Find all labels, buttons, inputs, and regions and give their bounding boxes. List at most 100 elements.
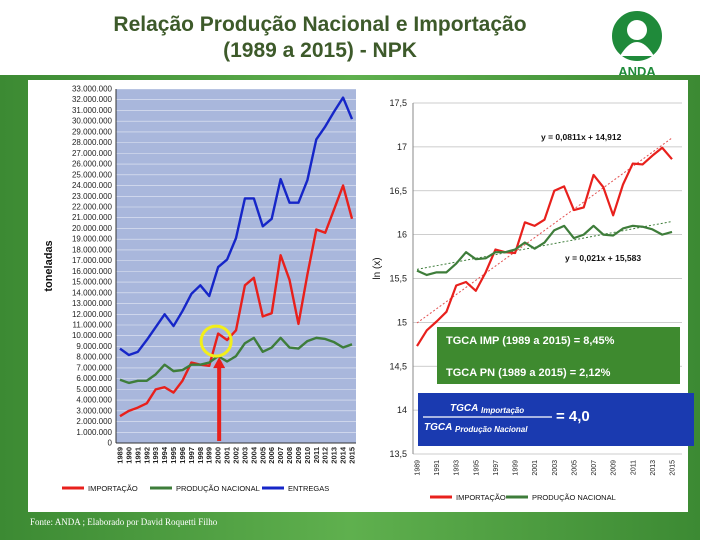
left-y-tick-label: 33.000.000	[72, 85, 113, 94]
ratio-num-sub: Importação	[481, 406, 524, 415]
left-x-tick-label: 2001	[223, 447, 232, 464]
trendline-label-producao: y = 0,021x + 15,583	[565, 253, 641, 263]
left-y-tick-label: 30.000.000	[72, 117, 113, 126]
left-series-producao-nacional	[119, 336, 353, 385]
right-series-producao-nacional	[416, 224, 673, 277]
left-y-tick-label: 15.000.000	[72, 278, 113, 287]
left-y-tick-label: 19.000.000	[72, 235, 113, 244]
left-series-entregas	[119, 96, 354, 357]
left-y-tick-label: 29.000.000	[72, 127, 113, 136]
left-y-tick-label: 17.000.000	[72, 256, 113, 265]
left-x-tick-label: 1999	[205, 447, 214, 464]
left-y-tick-label: 18.000.000	[72, 245, 113, 254]
left-y-tick-label: 16.000.000	[72, 267, 113, 276]
left-y-axis-label: toneladas	[43, 240, 55, 291]
right-y-axis-label: ln (x)	[372, 257, 383, 279]
left-x-tick-label: 2013	[330, 447, 339, 464]
left-legend-label: IMPORTAÇÃO	[88, 484, 138, 493]
left-y-tick-label: 7.000.000	[76, 363, 112, 372]
right-y-tick-label: 15	[397, 317, 407, 327]
left-x-tick-label: 2005	[258, 447, 267, 464]
left-x-tick-label: 2000	[214, 447, 223, 464]
left-x-tick-label: 2009	[294, 447, 303, 464]
left-y-tick-label: 2.000.000	[76, 417, 112, 426]
left-y-tick-label: 13.000.000	[72, 299, 113, 308]
left-y-tick-label: 3.000.000	[76, 406, 112, 415]
left-x-tick-label: 1997	[187, 447, 196, 464]
left-y-tick-label: 24.000.000	[72, 181, 113, 190]
left-x-tick-label: 1991	[133, 447, 142, 464]
left-x-tick-label: 2015	[348, 447, 357, 464]
source-footer: Fonte: ANDA ; Elaborado por David Roquet…	[30, 517, 218, 527]
right-x-tick-label: 2001	[532, 460, 539, 476]
header-band	[0, 0, 700, 75]
page-title: Relação Produção Nacional e Importação (…	[40, 12, 600, 64]
ratio-num-main: TGCA	[450, 403, 478, 414]
tgca-box	[437, 327, 680, 384]
left-y-tick-label: 26.000.000	[72, 160, 113, 169]
ratio-result: = 4,0	[556, 408, 590, 425]
right-x-tick-label: 1989	[415, 460, 422, 476]
left-x-tick-label: 1992	[142, 447, 151, 464]
right-x-tick-label: 1999	[513, 460, 520, 476]
left-y-tick-label: 4.000.000	[76, 396, 112, 405]
left-legend-label: PRODUÇÃO NACIONAL	[176, 484, 260, 493]
title-line-2: (1989 a 2015) - NPK	[223, 39, 417, 62]
right-x-tick-label: 1997	[493, 460, 500, 476]
left-y-tick-label: 32.000.000	[72, 95, 113, 104]
right-y-tick-label: 14	[397, 405, 407, 415]
left-y-tick-label: 6.000.000	[76, 374, 112, 383]
right-y-tick-label: 13,5	[389, 449, 407, 459]
left-series-importacao	[119, 184, 354, 418]
left-x-tick-label: 2003	[240, 447, 249, 464]
left-legend-label: ENTREGAS	[288, 484, 329, 493]
left-plot-area	[116, 89, 356, 443]
left-x-tick-label: 2014	[339, 446, 348, 464]
left-y-tick-label: 8.000.000	[76, 353, 112, 362]
left-x-tick-label: 1996	[178, 447, 187, 464]
ratio-den-main: TGCA	[424, 422, 452, 433]
left-x-tick-label: 1993	[151, 447, 160, 464]
highlight-arrow-head	[213, 357, 226, 369]
right-x-tick-label: 2011	[630, 460, 637, 475]
right-y-tick-label: 16	[397, 230, 407, 240]
right-legend-label: IMPORTAÇÃO	[456, 493, 506, 502]
right-x-tick-label: 2003	[552, 460, 559, 476]
left-y-tick-label: 14.000.000	[72, 288, 113, 297]
left-y-tick-label: 25.000.000	[72, 170, 113, 179]
left-y-tick-label: 23.000.000	[72, 192, 113, 201]
right-x-tick-label: 2007	[591, 460, 598, 476]
right-series-importacao	[416, 146, 673, 347]
left-x-tick-label: 1994	[160, 446, 169, 464]
tgca-pn-text: TGCA PN (1989 a 2015) = 2,12%	[446, 367, 611, 379]
left-y-tick-label: 31.000.000	[72, 106, 113, 115]
right-x-tick-label: 2015	[670, 460, 677, 476]
left-y-tick-label: 22.000.000	[72, 203, 113, 212]
ratio-box	[418, 393, 694, 446]
left-y-tick-label: 10.000.000	[72, 331, 113, 340]
trendline-label-importacao: y = 0,0811x + 14,912	[541, 132, 622, 142]
left-x-tick-label: 2004	[249, 446, 258, 464]
right-y-tick-label: 17	[397, 142, 407, 152]
left-y-tick-label: 20.000.000	[72, 224, 113, 233]
left-y-tick-label: 0	[108, 439, 113, 448]
left-y-tick-label: 1.000.000	[76, 428, 112, 437]
left-x-tick-label: 1995	[169, 447, 178, 464]
left-x-tick-label: 2012	[321, 447, 330, 464]
left-y-tick-label: 28.000.000	[72, 138, 113, 147]
title-line-1: Relação Produção Nacional e Importação	[113, 13, 527, 36]
right-x-tick-label: 1993	[454, 460, 461, 476]
right-y-tick-label: 14,5	[389, 361, 407, 371]
left-y-tick-label: 11.000.000	[73, 321, 113, 330]
right-x-tick-label: 2005	[571, 460, 578, 476]
left-y-tick-label: 5.000.000	[76, 385, 112, 394]
left-x-tick-label: 2011	[312, 447, 321, 463]
left-y-tick-label: 27.000.000	[72, 149, 113, 158]
right-x-tick-label: 2013	[650, 460, 657, 476]
anda-logo: ANDA	[610, 9, 664, 78]
right-chart: 13,5 14 14,5 15 15,5 16 16,5 17 17,5 1989 1991 1993…	[372, 98, 694, 502]
left-x-tick-label: 2007	[276, 447, 285, 464]
right-x-tick-label: 1995	[473, 460, 480, 476]
